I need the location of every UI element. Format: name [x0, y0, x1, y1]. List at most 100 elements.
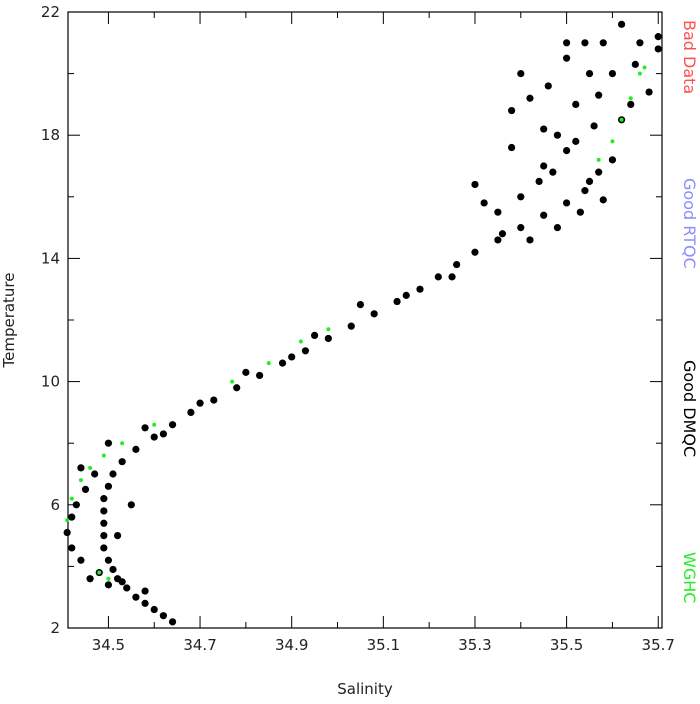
data-point [196, 399, 204, 407]
data-point [168, 618, 177, 626]
data-point [324, 334, 332, 343]
data-point [106, 576, 111, 581]
data-point [645, 88, 653, 96]
data-point [150, 433, 158, 441]
data-point [590, 122, 598, 130]
x-tick-label: 35.5 [550, 636, 583, 654]
data-point [78, 478, 83, 483]
x-tick-label: 34.9 [275, 636, 308, 654]
y-tick-label: 14 [41, 249, 60, 267]
data-point [86, 575, 94, 583]
data-point [508, 106, 516, 115]
data-point [549, 168, 557, 176]
data-point [553, 131, 562, 139]
data-point [599, 196, 607, 204]
legend-entry: Good RTQC [680, 178, 699, 269]
y-tick-label: 18 [41, 126, 60, 144]
data-point [63, 528, 71, 537]
data-point [471, 248, 479, 256]
data-point [210, 396, 218, 404]
data-point [517, 70, 525, 78]
data-point [123, 584, 131, 592]
data-point [298, 339, 303, 344]
data-point [494, 236, 502, 244]
data-point [540, 211, 548, 219]
data-point [132, 593, 140, 601]
data-point [637, 71, 642, 76]
data-point [141, 587, 149, 595]
data-point [595, 91, 603, 99]
data-point [576, 208, 584, 216]
data-point [159, 612, 167, 620]
data-point [416, 285, 424, 293]
data-point [242, 368, 250, 376]
data-point [109, 565, 117, 574]
data-point [326, 327, 331, 332]
y-axis-label: Temperature [0, 272, 18, 368]
data-point [498, 230, 507, 238]
data-point [563, 39, 571, 47]
data-point [100, 519, 108, 527]
data-point [77, 464, 85, 472]
data-point [610, 139, 615, 144]
data-point [581, 39, 589, 47]
data-point [101, 453, 106, 458]
data-point [642, 65, 647, 70]
data-point [617, 20, 626, 28]
data-point [572, 137, 580, 145]
data-point [540, 162, 548, 170]
data-point [628, 96, 633, 101]
data-point [187, 408, 195, 416]
x-tick-label: 34.7 [183, 636, 216, 654]
data-point [65, 518, 70, 523]
data-point [654, 45, 662, 53]
legend-entry: Good DMQC [680, 360, 699, 457]
data-point [150, 605, 158, 614]
legend-entry: Bad Data [680, 20, 699, 94]
data-point [266, 361, 271, 366]
data-point [168, 421, 177, 429]
data-point [563, 199, 571, 207]
data-point [636, 39, 644, 47]
data-point [69, 496, 74, 501]
data-point [88, 465, 93, 470]
data-point [233, 384, 241, 392]
data-point [540, 125, 548, 133]
data-point [81, 485, 90, 493]
legend-entry: WGHC [680, 552, 699, 603]
data-point [347, 322, 355, 330]
data-point [91, 470, 99, 478]
data-point [113, 532, 122, 540]
data-point [100, 544, 108, 552]
x-axis-label: Salinity [337, 680, 393, 698]
data-point [585, 177, 594, 185]
data-point [596, 157, 601, 162]
data-point [553, 224, 562, 232]
data-point [77, 556, 85, 564]
data-point [631, 60, 639, 68]
x-tick-label: 34.5 [92, 636, 125, 654]
data-point [230, 379, 235, 384]
data-point [508, 143, 516, 152]
data-point [127, 501, 135, 509]
data-point [448, 273, 456, 281]
data-point [288, 353, 296, 361]
data-point [97, 570, 102, 575]
data-point [370, 310, 378, 318]
data-point [494, 208, 502, 216]
data-point [627, 100, 635, 108]
data-point [120, 441, 125, 446]
data-point [526, 236, 534, 244]
data-point [517, 193, 525, 201]
data-point [393, 297, 401, 306]
data-point [118, 578, 126, 586]
data-point [100, 532, 108, 540]
data-point [104, 581, 113, 589]
data-point [585, 70, 594, 78]
data-point [453, 260, 461, 269]
data-point [526, 94, 534, 102]
data-point [104, 556, 113, 564]
data-point [563, 147, 571, 155]
data-point [141, 599, 149, 607]
